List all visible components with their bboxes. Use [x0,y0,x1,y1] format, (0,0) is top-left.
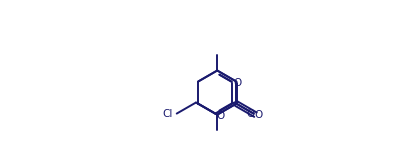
Text: O: O [254,110,263,120]
Text: O: O [233,78,241,88]
Text: O: O [217,111,225,121]
Text: Cl: Cl [162,109,172,119]
Text: O: O [247,109,255,119]
